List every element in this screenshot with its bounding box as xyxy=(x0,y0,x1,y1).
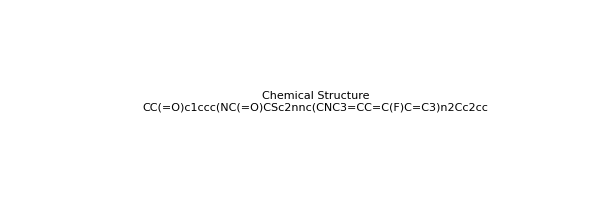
Text: Chemical Structure
CC(=O)c1ccc(NC(=O)CSc2nnc(CNC3=CC=C(F)C=C3)n2Cc2cc: Chemical Structure CC(=O)c1ccc(NC(=O)CSc… xyxy=(143,91,488,113)
